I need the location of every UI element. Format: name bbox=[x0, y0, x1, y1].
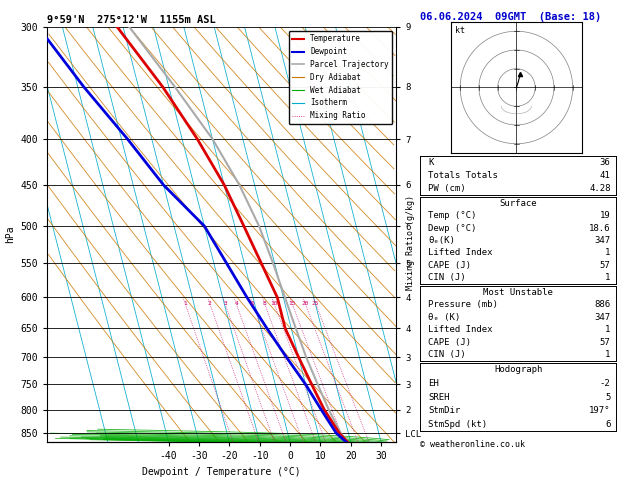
Text: Hodograph: Hodograph bbox=[494, 365, 542, 374]
Text: Surface: Surface bbox=[499, 199, 537, 208]
Text: 347: 347 bbox=[594, 236, 611, 245]
Text: 2: 2 bbox=[208, 301, 212, 306]
Text: 6: 6 bbox=[605, 420, 611, 429]
Text: CAPE (J): CAPE (J) bbox=[428, 261, 471, 270]
Text: 19: 19 bbox=[600, 211, 611, 220]
Text: 6: 6 bbox=[251, 301, 255, 306]
Text: Temp (°C): Temp (°C) bbox=[428, 211, 476, 220]
Text: 10: 10 bbox=[270, 301, 278, 306]
Text: © weatheronline.co.uk: © weatheronline.co.uk bbox=[420, 440, 525, 449]
Text: Mixing Ratio (g/kg): Mixing Ratio (g/kg) bbox=[406, 195, 415, 291]
Text: 1: 1 bbox=[605, 325, 611, 334]
Text: 886: 886 bbox=[594, 300, 611, 309]
Text: kt: kt bbox=[455, 26, 465, 35]
Text: 1: 1 bbox=[605, 273, 611, 282]
Text: EH: EH bbox=[428, 379, 439, 388]
Text: 06.06.2024  09GMT  (Base: 18): 06.06.2024 09GMT (Base: 18) bbox=[420, 12, 601, 22]
Text: CIN (J): CIN (J) bbox=[428, 350, 465, 359]
Text: StmSpd (kt): StmSpd (kt) bbox=[428, 420, 487, 429]
Legend: Temperature, Dewpoint, Parcel Trajectory, Dry Adiabat, Wet Adiabat, Isotherm, Mi: Temperature, Dewpoint, Parcel Trajectory… bbox=[289, 31, 392, 124]
Text: 41: 41 bbox=[600, 171, 611, 180]
Text: K: K bbox=[428, 157, 433, 167]
Text: Pressure (mb): Pressure (mb) bbox=[428, 300, 498, 309]
Text: θₑ(K): θₑ(K) bbox=[428, 236, 455, 245]
Text: 347: 347 bbox=[594, 312, 611, 322]
Text: CIN (J): CIN (J) bbox=[428, 273, 465, 282]
Text: 4.28: 4.28 bbox=[589, 184, 611, 193]
Text: 1: 1 bbox=[605, 248, 611, 258]
Text: PW (cm): PW (cm) bbox=[428, 184, 465, 193]
X-axis label: Dewpoint / Temperature (°C): Dewpoint / Temperature (°C) bbox=[142, 467, 301, 477]
Text: Lifted Index: Lifted Index bbox=[428, 248, 493, 258]
Text: 57: 57 bbox=[600, 261, 611, 270]
Text: 4: 4 bbox=[235, 301, 238, 306]
Text: 1: 1 bbox=[183, 301, 187, 306]
Text: 8: 8 bbox=[263, 301, 267, 306]
Text: Most Unstable: Most Unstable bbox=[483, 288, 554, 296]
Y-axis label: km
ASL: km ASL bbox=[424, 226, 443, 243]
Text: Lifted Index: Lifted Index bbox=[428, 325, 493, 334]
Text: 1: 1 bbox=[605, 350, 611, 359]
Text: 18.6: 18.6 bbox=[589, 224, 611, 233]
Text: θₑ (K): θₑ (K) bbox=[428, 312, 460, 322]
Text: 3: 3 bbox=[223, 301, 227, 306]
Text: StmDir: StmDir bbox=[428, 406, 460, 415]
Text: -2: -2 bbox=[600, 379, 611, 388]
Y-axis label: hPa: hPa bbox=[5, 226, 15, 243]
Text: SREH: SREH bbox=[428, 393, 450, 401]
Text: Totals Totals: Totals Totals bbox=[428, 171, 498, 180]
Text: 57: 57 bbox=[600, 338, 611, 347]
Text: 9°59'N  275°12'W  1155m ASL: 9°59'N 275°12'W 1155m ASL bbox=[47, 15, 216, 25]
Text: 20: 20 bbox=[301, 301, 309, 306]
Text: 36: 36 bbox=[600, 157, 611, 167]
Text: CAPE (J): CAPE (J) bbox=[428, 338, 471, 347]
Text: Dewp (°C): Dewp (°C) bbox=[428, 224, 476, 233]
Text: 15: 15 bbox=[289, 301, 296, 306]
Text: 5: 5 bbox=[605, 393, 611, 401]
Text: 25: 25 bbox=[312, 301, 320, 306]
Text: 197°: 197° bbox=[589, 406, 611, 415]
